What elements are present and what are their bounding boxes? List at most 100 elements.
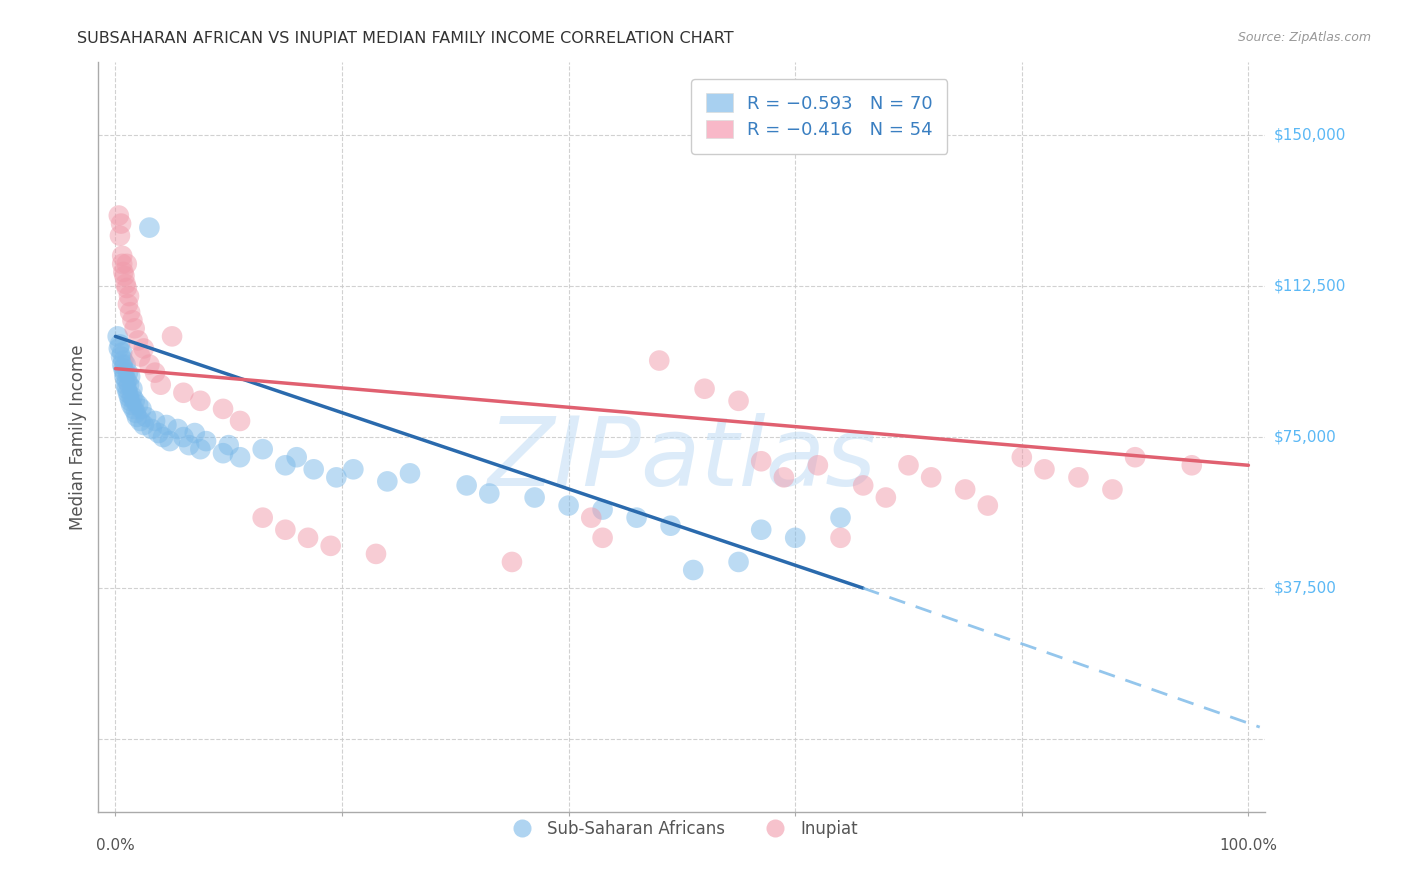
Point <box>953 483 976 497</box>
Point <box>118 390 141 404</box>
Point <box>160 329 183 343</box>
Point <box>648 353 671 368</box>
Point <box>727 555 749 569</box>
Point <box>155 417 177 432</box>
Point <box>120 305 142 319</box>
Text: 0.0%: 0.0% <box>96 838 135 853</box>
Point <box>302 462 325 476</box>
Point <box>118 289 141 303</box>
Point <box>152 430 174 444</box>
Point <box>114 268 136 283</box>
Point <box>557 499 579 513</box>
Point <box>159 434 181 449</box>
Point <box>920 470 942 484</box>
Point <box>120 398 142 412</box>
Point <box>115 281 138 295</box>
Point <box>129 414 152 428</box>
Point <box>875 491 897 505</box>
Point <box>1011 450 1033 465</box>
Point <box>693 382 716 396</box>
Point <box>114 377 136 392</box>
Point <box>325 470 347 484</box>
Point <box>143 414 166 428</box>
Point <box>297 531 319 545</box>
Point <box>108 228 131 243</box>
Point <box>852 478 875 492</box>
Point <box>138 358 160 372</box>
Point <box>172 385 194 400</box>
Point <box>124 393 146 408</box>
Point <box>135 409 157 424</box>
Point <box>229 450 252 465</box>
Point <box>218 438 240 452</box>
Point <box>592 502 614 516</box>
Point <box>785 531 807 545</box>
Point <box>148 425 170 440</box>
Point <box>749 454 772 468</box>
Point <box>127 334 149 348</box>
Point <box>581 510 603 524</box>
Point <box>523 491 546 505</box>
Y-axis label: Median Family Income: Median Family Income <box>69 344 87 530</box>
Point <box>1033 462 1056 476</box>
Point <box>456 478 478 492</box>
Point <box>132 342 155 356</box>
Point <box>117 385 139 400</box>
Text: Source: ZipAtlas.com: Source: ZipAtlas.com <box>1237 31 1371 45</box>
Point <box>212 401 235 416</box>
Point <box>112 265 135 279</box>
Point <box>364 547 387 561</box>
Point <box>117 297 139 311</box>
Point <box>190 393 212 408</box>
Point <box>111 257 134 271</box>
Point <box>115 382 138 396</box>
Point <box>727 393 749 408</box>
Point <box>183 425 205 440</box>
Point <box>659 518 682 533</box>
Point <box>478 486 501 500</box>
Point <box>830 531 852 545</box>
Point <box>252 442 274 457</box>
Point <box>121 313 143 327</box>
Point <box>1067 470 1090 484</box>
Point <box>114 369 136 384</box>
Point <box>110 217 132 231</box>
Point <box>190 442 212 457</box>
Point <box>117 366 139 380</box>
Point <box>115 374 138 388</box>
Point <box>120 369 142 384</box>
Point <box>274 523 297 537</box>
Point <box>111 345 134 359</box>
Text: 100.0%: 100.0% <box>1219 838 1278 853</box>
Point <box>125 409 148 424</box>
Text: $75,000: $75,000 <box>1274 430 1337 444</box>
Point <box>285 450 308 465</box>
Point <box>131 401 153 416</box>
Point <box>195 434 218 449</box>
Point <box>1181 458 1204 473</box>
Point <box>229 414 252 428</box>
Point <box>129 350 152 364</box>
Point <box>749 523 772 537</box>
Point <box>125 406 148 420</box>
Point <box>121 382 143 396</box>
Point <box>118 377 141 392</box>
Point <box>177 438 200 452</box>
Point <box>111 358 134 372</box>
Point <box>375 475 398 489</box>
Point <box>108 209 131 223</box>
Point <box>132 417 155 432</box>
Point <box>172 430 194 444</box>
Point <box>120 393 142 408</box>
Point <box>399 467 422 481</box>
Point <box>592 531 614 545</box>
Point <box>274 458 297 473</box>
Point <box>501 555 523 569</box>
Point <box>112 361 135 376</box>
Text: SUBSAHARAN AFRICAN VS INUPIAT MEDIAN FAMILY INCOME CORRELATION CHART: SUBSAHARAN AFRICAN VS INUPIAT MEDIAN FAM… <box>77 31 734 46</box>
Point <box>108 342 131 356</box>
Point <box>773 470 796 484</box>
Point <box>143 366 166 380</box>
Point <box>682 563 704 577</box>
Point <box>114 366 136 380</box>
